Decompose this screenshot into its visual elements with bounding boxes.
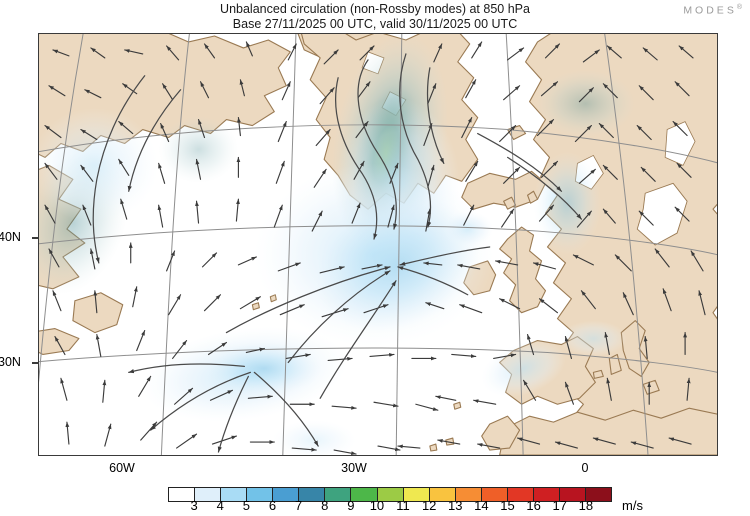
streamline-greenland-2 <box>399 53 432 228</box>
land-italy <box>620 320 650 377</box>
shade-iberia <box>481 339 566 397</box>
graticule-lon-15w <box>505 34 524 455</box>
colorbar[interactable] <box>168 487 612 502</box>
colorbar-cell-8 <box>377 488 404 501</box>
colorbar-tick-9: 9 <box>347 498 355 513</box>
map-plot-area[interactable] <box>38 33 718 456</box>
map-canvas <box>39 34 717 455</box>
chart-title: Unbalanced circulation (non-Rossby modes… <box>0 2 750 32</box>
shade-norwegian-sea <box>535 69 636 138</box>
land-azores-1 <box>251 302 260 311</box>
streamline-conv-1 <box>287 270 391 364</box>
colorbar-tick-10: 10 <box>369 498 385 513</box>
land-newfoundland <box>72 292 124 334</box>
x-axis-label-30w: 30W <box>341 461 367 475</box>
colorbar-tick-18: 18 <box>578 498 594 513</box>
streamline-nw-2 <box>127 89 182 192</box>
colorbar-cell-7 <box>351 488 378 501</box>
colorbar-cell-13 <box>507 488 534 501</box>
land-madeira <box>453 401 462 410</box>
graticule-lat-50n <box>39 124 717 164</box>
y-axis-label-30n: 30N <box>0 355 21 369</box>
colorbar-cell-4 <box>273 488 300 501</box>
shade-patch-a <box>158 115 239 184</box>
modes-logo-text: MODES <box>683 4 737 17</box>
streamline-out-4 <box>128 363 246 374</box>
colorbar-cell-14 <box>533 488 560 501</box>
shade-central-atlantic-halo <box>254 163 494 347</box>
streamline-layer <box>92 53 583 453</box>
streamline-norway-2 <box>477 132 563 192</box>
colorbar-tick-11: 11 <box>396 498 410 513</box>
colorbar-cell-12 <box>481 488 508 501</box>
land-canaries-1 <box>445 437 455 446</box>
colorbar-cell-11 <box>455 488 482 501</box>
colorbar-cell-1 <box>195 488 222 501</box>
colorbar-cell-0 <box>169 488 196 501</box>
land-balearic-islands <box>592 369 604 379</box>
colorbar-tick-6: 6 <box>268 498 277 513</box>
streamline-norway-1 <box>506 156 583 220</box>
graticule-lat-30n <box>39 347 717 373</box>
streamline-conv-3 <box>225 266 391 334</box>
streamline-out-2 <box>217 375 250 453</box>
streamline-conv-5 <box>399 246 491 266</box>
colorbar-tick-16: 16 <box>526 498 541 513</box>
colorbar-tick-15: 15 <box>500 498 515 513</box>
graticule-lon-60w <box>160 34 190 455</box>
colorbar-tick-3: 3 <box>190 498 198 513</box>
colorbar-cell-15 <box>559 488 586 501</box>
shade-patch-b <box>441 211 494 247</box>
streamline-nw-1 <box>92 75 146 264</box>
colorbar-cell-16 <box>586 488 612 501</box>
streamline-greenland-3 <box>335 77 378 240</box>
y-tick-0 <box>32 237 38 239</box>
land-gulf-bothnia <box>664 121 696 166</box>
streamline-out-3 <box>253 371 319 447</box>
wind-vector-layer <box>44 41 706 455</box>
land-canaries-2 <box>429 443 438 452</box>
colorbar-tick-7: 7 <box>294 498 303 513</box>
colorbar-tick-8: 8 <box>321 498 329 513</box>
land-north-africa <box>499 407 717 455</box>
colorbar-cell-6 <box>325 488 352 501</box>
shade-med-west <box>559 320 628 357</box>
colorbar-cell-2 <box>221 488 248 501</box>
registered-mark-icon: ® <box>736 4 742 11</box>
streamline-conv-4 <box>397 266 469 296</box>
colorbar-cell-3 <box>247 488 274 501</box>
y-tick-1 <box>32 362 38 364</box>
colorbar-unit-label: m/s <box>622 498 643 513</box>
colorbar-tick-12: 12 <box>421 498 437 513</box>
streamline-conv-2 <box>319 280 397 399</box>
streamline-greenland-4 <box>426 67 445 165</box>
graticule-lat-40n <box>39 225 717 256</box>
colorbar-tick-5: 5 <box>242 498 250 513</box>
colorbar-cell-9 <box>403 488 430 501</box>
land-morocco <box>481 415 521 451</box>
colorbar-tick-17: 17 <box>552 498 567 513</box>
y-axis-label-40n: 40N <box>0 230 21 244</box>
land-sicily <box>642 379 660 395</box>
colorbar-tick-14: 14 <box>474 498 489 513</box>
x-axis-label-60w: 60W <box>109 461 135 475</box>
graticule-lon-75w <box>39 34 84 383</box>
windspeed-shading-layer <box>39 34 636 455</box>
graticule-lon-0 <box>604 34 649 455</box>
land-faroe-islands <box>503 196 517 210</box>
chart-subtitle: Base 27/11/2025 00 UTC, valid 30/11/2025… <box>232 17 518 31</box>
colorbar-cell-5 <box>299 488 326 501</box>
shade-patch-c <box>272 420 357 455</box>
modes-logo: MODES® <box>683 4 742 17</box>
streamline-out-1 <box>150 371 251 431</box>
shade-northwest-pale <box>39 107 159 224</box>
colorbar-cell-10 <box>429 488 456 501</box>
streamline-greenland-1 <box>357 59 398 230</box>
land-sardinia <box>608 353 622 375</box>
x-axis-label-0: 0 <box>581 461 589 475</box>
colorbar-tick-4: 4 <box>216 498 224 513</box>
colorbar-tick-13: 13 <box>448 498 463 513</box>
chart-title-line-1: Unbalanced circulation (non-Rossby modes… <box>220 2 530 16</box>
